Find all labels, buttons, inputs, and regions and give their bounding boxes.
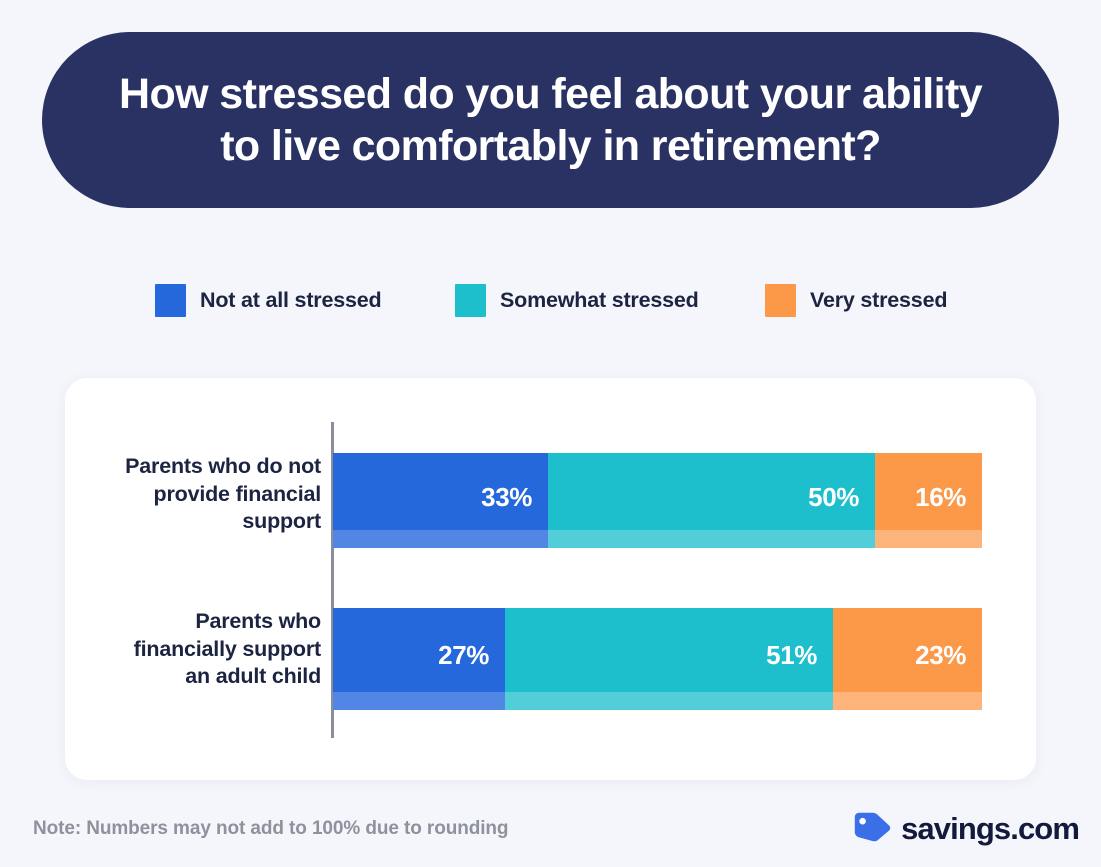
chart-card: Parents who do not provide financial suppo…: [65, 378, 1036, 780]
bar-value-label: 51%: [766, 639, 817, 670]
bar-value-label: 16%: [915, 481, 966, 512]
bar-category-label: Parents who do not provide financial suppo…: [125, 454, 321, 534]
legend-label: Very stressed: [810, 287, 948, 312]
title-banner: How stressed do you feel about your abil…: [42, 32, 1059, 208]
bar-segment-shade: [548, 530, 875, 548]
bar-value-label: 23%: [915, 639, 966, 670]
bar-segment-shade: [505, 692, 833, 710]
bar-segment-shade: [333, 692, 505, 710]
title-line-1: How stressed do you feel about your abil…: [118, 69, 983, 118]
bar-segment-fill: [833, 608, 982, 692]
legend-item-1[interactable]: Somewhat stressed: [455, 278, 699, 322]
bar-row: Parents who do not provide financial suppo…: [125, 453, 982, 548]
logo-wordmark: savings.com: [901, 811, 1080, 846]
plot-area: Parents who do not provide financial suppo…: [65, 378, 1036, 780]
legend-swatch-icon: [455, 283, 486, 317]
bar-segment[interactable]: 50%: [548, 453, 875, 548]
bar-segment-shade: [333, 530, 548, 548]
chart-legend: Not at all stressed Somewhat stressed Very…: [155, 278, 955, 322]
bar-segment-fill: [333, 608, 505, 692]
bar-segment[interactable]: 23%: [833, 608, 982, 710]
price-tag-icon: [852, 811, 892, 848]
legend-swatch-icon: [765, 283, 796, 317]
footer-note: Note: Numbers may not add to 100% due to…: [33, 818, 509, 839]
bar-segment[interactable]: 27%: [333, 608, 505, 710]
bar-row: Parents who financially support an adult c…: [134, 608, 982, 710]
y-axis-line: [331, 422, 334, 738]
bar-segment-fill: [505, 608, 833, 692]
legend-item-2[interactable]: Very stressed: [765, 278, 947, 322]
bar-value-label: 50%: [808, 481, 859, 512]
bar-value-label: 27%: [438, 639, 489, 670]
bar-category-label: Parents who financially support an adult c…: [133, 609, 322, 689]
legend-label: Somewhat stressed: [500, 287, 699, 312]
bar-segment-fill: [875, 453, 982, 530]
bar-segment-fill: [548, 453, 875, 530]
bar-value-label: 33%: [481, 481, 532, 512]
bar-segment[interactable]: 16%: [875, 453, 982, 548]
legend-swatch-icon: [155, 283, 186, 317]
bar-segment[interactable]: 33%: [333, 453, 548, 548]
bar-segment-shade: [875, 530, 982, 548]
bar-segment[interactable]: 51%: [505, 608, 833, 710]
legend-label: Not at all stressed: [200, 287, 382, 312]
legend-item-0[interactable]: Not at all stressed: [155, 278, 382, 322]
savings-logo[interactable]: savings.com: [852, 808, 1080, 850]
title-line-2: to live comfortably in retirement?: [220, 122, 881, 170]
bar-segment-fill: [333, 453, 548, 530]
page-title: How stressed do you feel about your abil…: [118, 68, 983, 173]
bar-segment-shade: [833, 692, 982, 710]
